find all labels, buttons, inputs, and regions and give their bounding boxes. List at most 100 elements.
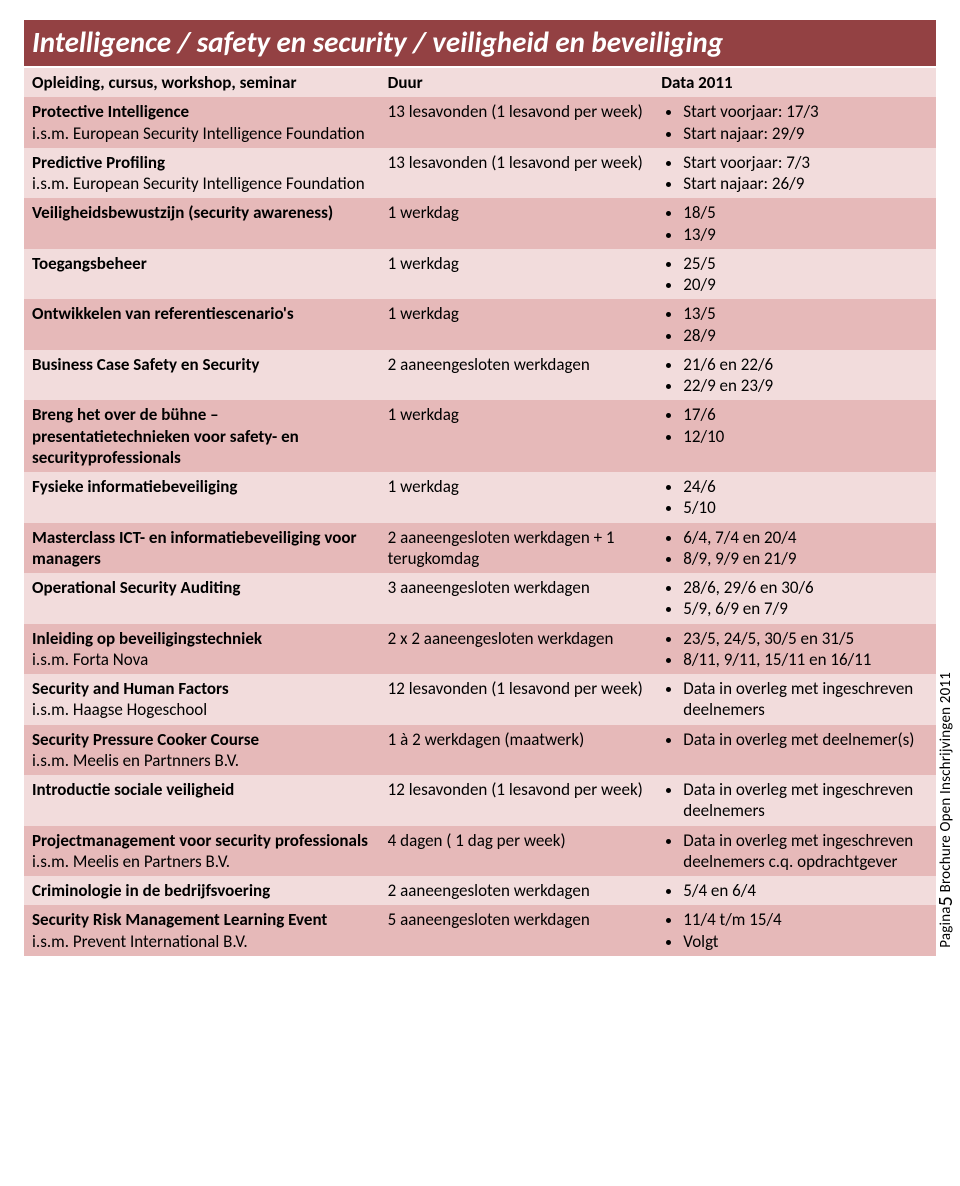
table-row: Protective Intelligencei.s.m. European S… xyxy=(24,97,936,148)
dates-cell: Start voorjaar: 17/3Start najaar: 29/9 xyxy=(653,97,936,148)
date-list: 17/612/10 xyxy=(661,404,928,447)
course-name: Protective Intelligence xyxy=(32,101,189,122)
date-item: 23/5, 24/5, 30/5 en 31/5 xyxy=(683,628,928,649)
table-row: Security Risk Management Learning Eventi… xyxy=(24,905,936,956)
duration-cell: 4 dagen ( 1 dag per week) xyxy=(380,826,654,877)
duration-cell: 2 aaneengesloten werkdagen + 1 terugkomd… xyxy=(380,523,654,574)
course-name-cell: Security Risk Management Learning Eventi… xyxy=(24,905,380,956)
table-row: Ontwikkelen van referentiescenario's 1 we… xyxy=(24,299,936,350)
col-header-dates: Data 2011 xyxy=(653,68,936,97)
course-name: Criminologie in de bedrijfsvoering xyxy=(32,880,270,901)
dates-cell: 5/4 en 6/4 xyxy=(653,876,936,905)
date-item: 5/4 en 6/4 xyxy=(683,880,928,901)
col-header-duration: Duur xyxy=(380,68,654,97)
side-prefix: Pagina xyxy=(937,906,955,947)
duration-cell: 2 aaneengesloten werkdagen xyxy=(380,876,654,905)
course-sub: i.s.m. Forta Nova xyxy=(32,649,372,670)
course-name-cell: Security and Human Factorsi.s.m. Haagse … xyxy=(24,674,380,725)
col-header-course: Opleiding, cursus, workshop, seminar xyxy=(24,68,380,97)
table-row: Operational Security Auditing3 aaneenges… xyxy=(24,573,936,624)
date-list: Start voorjaar: 7/3Start najaar: 26/9 xyxy=(661,152,928,195)
course-name: Masterclass ICT- en informatiebeveiligin… xyxy=(32,527,357,569)
dates-cell: 21/6 en 22/622/9 en 23/9 xyxy=(653,350,936,401)
duration-cell: 1 werkdag xyxy=(380,249,654,300)
course-name: Veiligheidsbewustzijn (security awarenes… xyxy=(32,202,333,223)
dates-cell: 28/6, 29/6 en 30/65/9, 6/9 en 7/9 xyxy=(653,573,936,624)
dates-cell: 18/513/9 xyxy=(653,198,936,249)
date-item: 21/6 en 22/6 xyxy=(683,354,928,375)
dates-cell: 13/528/9 xyxy=(653,299,936,350)
course-name-cell: Predictive Profilingi.s.m. European Secu… xyxy=(24,148,380,199)
date-item: 5/10 xyxy=(683,497,928,518)
date-item: Data in overleg met ingeschreven deelnem… xyxy=(683,779,928,822)
table-row: Security Pressure Cooker Coursei.s.m. Me… xyxy=(24,725,936,776)
duration-cell: 2 x 2 aaneengesloten werkdagen xyxy=(380,624,654,675)
course-name: Breng het over de bühne – presentatietec… xyxy=(32,404,299,468)
date-item: 8/11, 9/11, 15/11 en 16/11 xyxy=(683,649,928,670)
course-name-cell: Toegangsbeheer xyxy=(24,249,380,300)
table-row: Business Case Safety en Security 2 aaneen… xyxy=(24,350,936,401)
course-name-cell: Protective Intelligencei.s.m. European S… xyxy=(24,97,380,148)
course-name: Predictive Profiling xyxy=(32,152,165,173)
date-item: 28/9 xyxy=(683,325,928,346)
date-list: 13/528/9 xyxy=(661,303,928,346)
date-list: Data in overleg met deelnemer(s) xyxy=(661,729,928,750)
course-name: Introductie sociale veiligheid xyxy=(32,779,234,800)
date-item: 24/6 xyxy=(683,476,928,497)
course-name: Security Risk Management Learning Event xyxy=(32,909,327,930)
table-header-row: Opleiding, cursus, workshop, seminar Duu… xyxy=(24,68,936,97)
course-name: Business Case Safety en Security xyxy=(32,354,259,375)
table-row: Toegangsbeheer 1 werkdag25/520/9 xyxy=(24,249,936,300)
course-name-cell: Projectmanagement voor security professi… xyxy=(24,826,380,877)
date-item: 6/4, 7/4 en 20/4 xyxy=(683,527,928,548)
course-name-cell: Criminologie in de bedrijfsvoering xyxy=(24,876,380,905)
date-item: 17/6 xyxy=(683,404,928,425)
date-item: Start voorjaar: 17/3 xyxy=(683,101,928,122)
date-list: Data in overleg met ingeschreven deelnem… xyxy=(661,830,928,873)
course-name-cell: Introductie sociale veiligheid xyxy=(24,775,380,826)
dates-cell: 6/4, 7/4 en 20/48/9, 9/9 en 21/9 xyxy=(653,523,936,574)
dates-cell: 25/520/9 xyxy=(653,249,936,300)
side-suffix: Brochure Open Inschrijvingen 2011 xyxy=(937,672,955,896)
course-name: Ontwikkelen van referentiescenario's xyxy=(32,303,294,324)
duration-cell: 12 lesavonden (1 lesavond per week) xyxy=(380,674,654,725)
course-name: Toegangsbeheer xyxy=(32,253,147,274)
date-list: Data in overleg met ingeschreven deelnem… xyxy=(661,678,928,721)
date-list: 21/6 en 22/622/9 en 23/9 xyxy=(661,354,928,397)
duration-cell: 2 aaneengesloten werkdagen xyxy=(380,350,654,401)
course-sub: i.s.m. Meelis en Partnners B.V. xyxy=(32,750,372,771)
course-name: Security and Human Factors xyxy=(32,678,229,699)
course-name-cell: Veiligheidsbewustzijn (security awarenes… xyxy=(24,198,380,249)
duration-cell: 5 aaneengesloten werkdagen xyxy=(380,905,654,956)
course-name: Inleiding op beveiligingstechniek xyxy=(32,628,262,649)
course-sub: i.s.m. European Security Intelligence Fo… xyxy=(32,123,372,144)
course-name-cell: Inleiding op beveiligingstechnieki.s.m. … xyxy=(24,624,380,675)
date-item: Start najaar: 29/9 xyxy=(683,123,928,144)
dates-cell: Data in overleg met ingeschreven deelnem… xyxy=(653,775,936,826)
date-list: 28/6, 29/6 en 30/65/9, 6/9 en 7/9 xyxy=(661,577,928,620)
date-item: 8/9, 9/9 en 21/9 xyxy=(683,548,928,569)
duration-cell: 1 werkdag xyxy=(380,299,654,350)
course-name-cell: Operational Security Auditing xyxy=(24,573,380,624)
date-item: 5/9, 6/9 en 7/9 xyxy=(683,598,928,619)
course-sub: i.s.m. Prevent International B.V. xyxy=(32,931,372,952)
duration-cell: 1 werkdag xyxy=(380,198,654,249)
date-item: 22/9 en 23/9 xyxy=(683,375,928,396)
date-item: 12/10 xyxy=(683,426,928,447)
course-name-cell: Security Pressure Cooker Coursei.s.m. Me… xyxy=(24,725,380,776)
course-name-cell: Business Case Safety en Security xyxy=(24,350,380,401)
date-item: 13/5 xyxy=(683,303,928,324)
date-list: 23/5, 24/5, 30/5 en 31/58/11, 9/11, 15/1… xyxy=(661,628,928,671)
page-number: 5 xyxy=(934,896,958,906)
date-item: Start voorjaar: 7/3 xyxy=(683,152,928,173)
table-row: Veiligheidsbewustzijn (security awarenes… xyxy=(24,198,936,249)
duration-cell: 13 lesavonden (1 lesavond per week) xyxy=(380,148,654,199)
course-sub: i.s.m. European Security Intelligence Fo… xyxy=(32,173,372,194)
date-list: 11/4 t/m 15/4Volgt xyxy=(661,909,928,952)
dates-cell: Data in overleg met deelnemer(s) xyxy=(653,725,936,776)
date-item: Data in overleg met deelnemer(s) xyxy=(683,729,928,750)
date-item: Data in overleg met ingeschreven deelnem… xyxy=(683,830,928,873)
table-row: Projectmanagement voor security professi… xyxy=(24,826,936,877)
course-name: Security Pressure Cooker Course xyxy=(32,729,259,750)
course-sub: i.s.m. Meelis en Partners B.V. xyxy=(32,851,372,872)
